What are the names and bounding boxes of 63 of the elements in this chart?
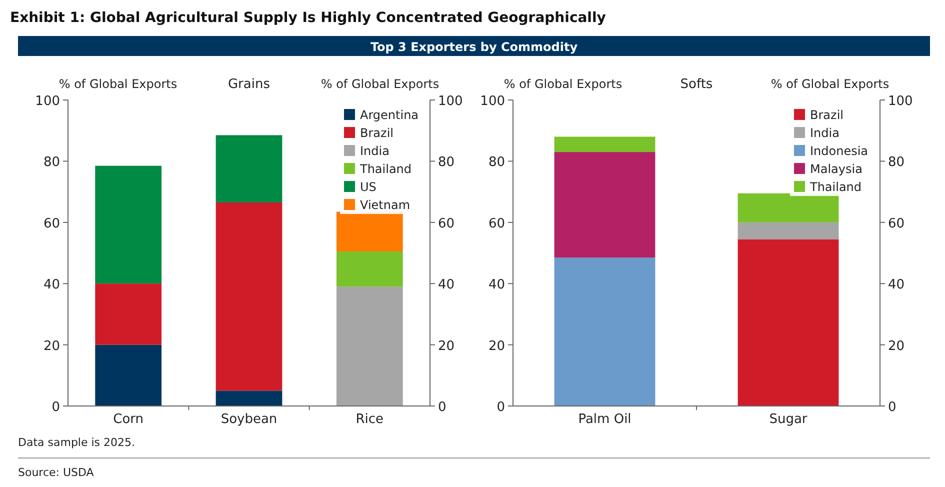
y-axis-title: % of Global Exports xyxy=(504,77,622,91)
chart-title: Softs xyxy=(680,77,713,92)
bar xyxy=(216,390,282,406)
bar xyxy=(336,286,403,406)
x-tick-label: Rice xyxy=(356,412,384,427)
legend-label: Brazil xyxy=(360,126,394,140)
y-tick-label: 0 xyxy=(496,400,505,415)
y-tick-label: 0 xyxy=(52,400,60,415)
x-tick-label: Sugar xyxy=(769,412,808,427)
x-tick-label: Corn xyxy=(113,412,144,427)
y-tick-label: 80 xyxy=(488,155,505,170)
y2-tick-label: 100 xyxy=(888,94,913,109)
y2-tick-label: 80 xyxy=(888,155,905,170)
bar xyxy=(554,136,656,152)
bar xyxy=(738,222,839,240)
legend-label: Thailand xyxy=(809,180,862,194)
y2-tick-label: 60 xyxy=(438,216,455,232)
bar xyxy=(216,135,282,203)
bar xyxy=(554,152,656,258)
y-axis-title: % of Global Exports xyxy=(58,77,178,91)
y-tick-label: 80 xyxy=(43,155,60,170)
y2-tick-label: 0 xyxy=(438,400,446,415)
y2-tick-label: 0 xyxy=(888,400,896,415)
y-tick-label: 20 xyxy=(488,338,505,354)
y-tick-label: 60 xyxy=(488,216,505,232)
bar xyxy=(554,258,656,406)
legend-label: Argentina xyxy=(360,108,419,122)
y-tick-label: 100 xyxy=(35,94,60,109)
y2-tick-label: 40 xyxy=(888,278,905,293)
legend-label: India xyxy=(810,126,840,140)
legend-label: Vietnam xyxy=(360,198,410,212)
legend-label: US xyxy=(360,180,376,194)
y2-tick-label: 80 xyxy=(438,155,455,170)
y-tick-label: 40 xyxy=(488,278,505,293)
y-tick-label: 40 xyxy=(43,278,60,293)
y2-tick-label: 20 xyxy=(438,338,455,354)
y2-tick-label: 100 xyxy=(438,94,463,109)
bar xyxy=(336,251,403,287)
bar xyxy=(738,239,839,406)
y2-tick-label: 40 xyxy=(438,278,455,293)
legend-label: Brazil xyxy=(810,108,844,122)
legend-label: India xyxy=(360,144,390,158)
legend-label: Thailand xyxy=(359,162,412,176)
bar xyxy=(95,344,162,406)
y2-tick-label: 60 xyxy=(888,216,905,232)
legend-label: Malaysia xyxy=(810,162,862,176)
x-tick-label: Soybean xyxy=(220,412,278,427)
y-tick-label: 60 xyxy=(43,216,60,232)
text: Exhibit 1: Global Agricultural Supply Is Highly Concentrated Geographically xyxy=(10,10,606,26)
text: Data sample is 2025. xyxy=(18,436,136,449)
source-note: Source: USDA xyxy=(18,466,94,479)
bar xyxy=(95,166,162,284)
chart-title: Grains xyxy=(228,77,270,92)
y2-axis-title: % of Global Exports xyxy=(770,77,890,91)
y-tick-label: 100 xyxy=(480,94,505,109)
bar xyxy=(216,202,282,391)
y2-tick-label: 20 xyxy=(888,338,905,354)
x-tick-label: Palm Oil xyxy=(578,412,632,427)
text: Top 3 Exporters by Commodity xyxy=(370,40,578,54)
y-tick-label: 20 xyxy=(43,338,60,354)
y2-axis-title: % of Global Exports xyxy=(320,77,440,91)
bar xyxy=(95,284,162,345)
legend-label: Indonesia xyxy=(810,144,868,158)
